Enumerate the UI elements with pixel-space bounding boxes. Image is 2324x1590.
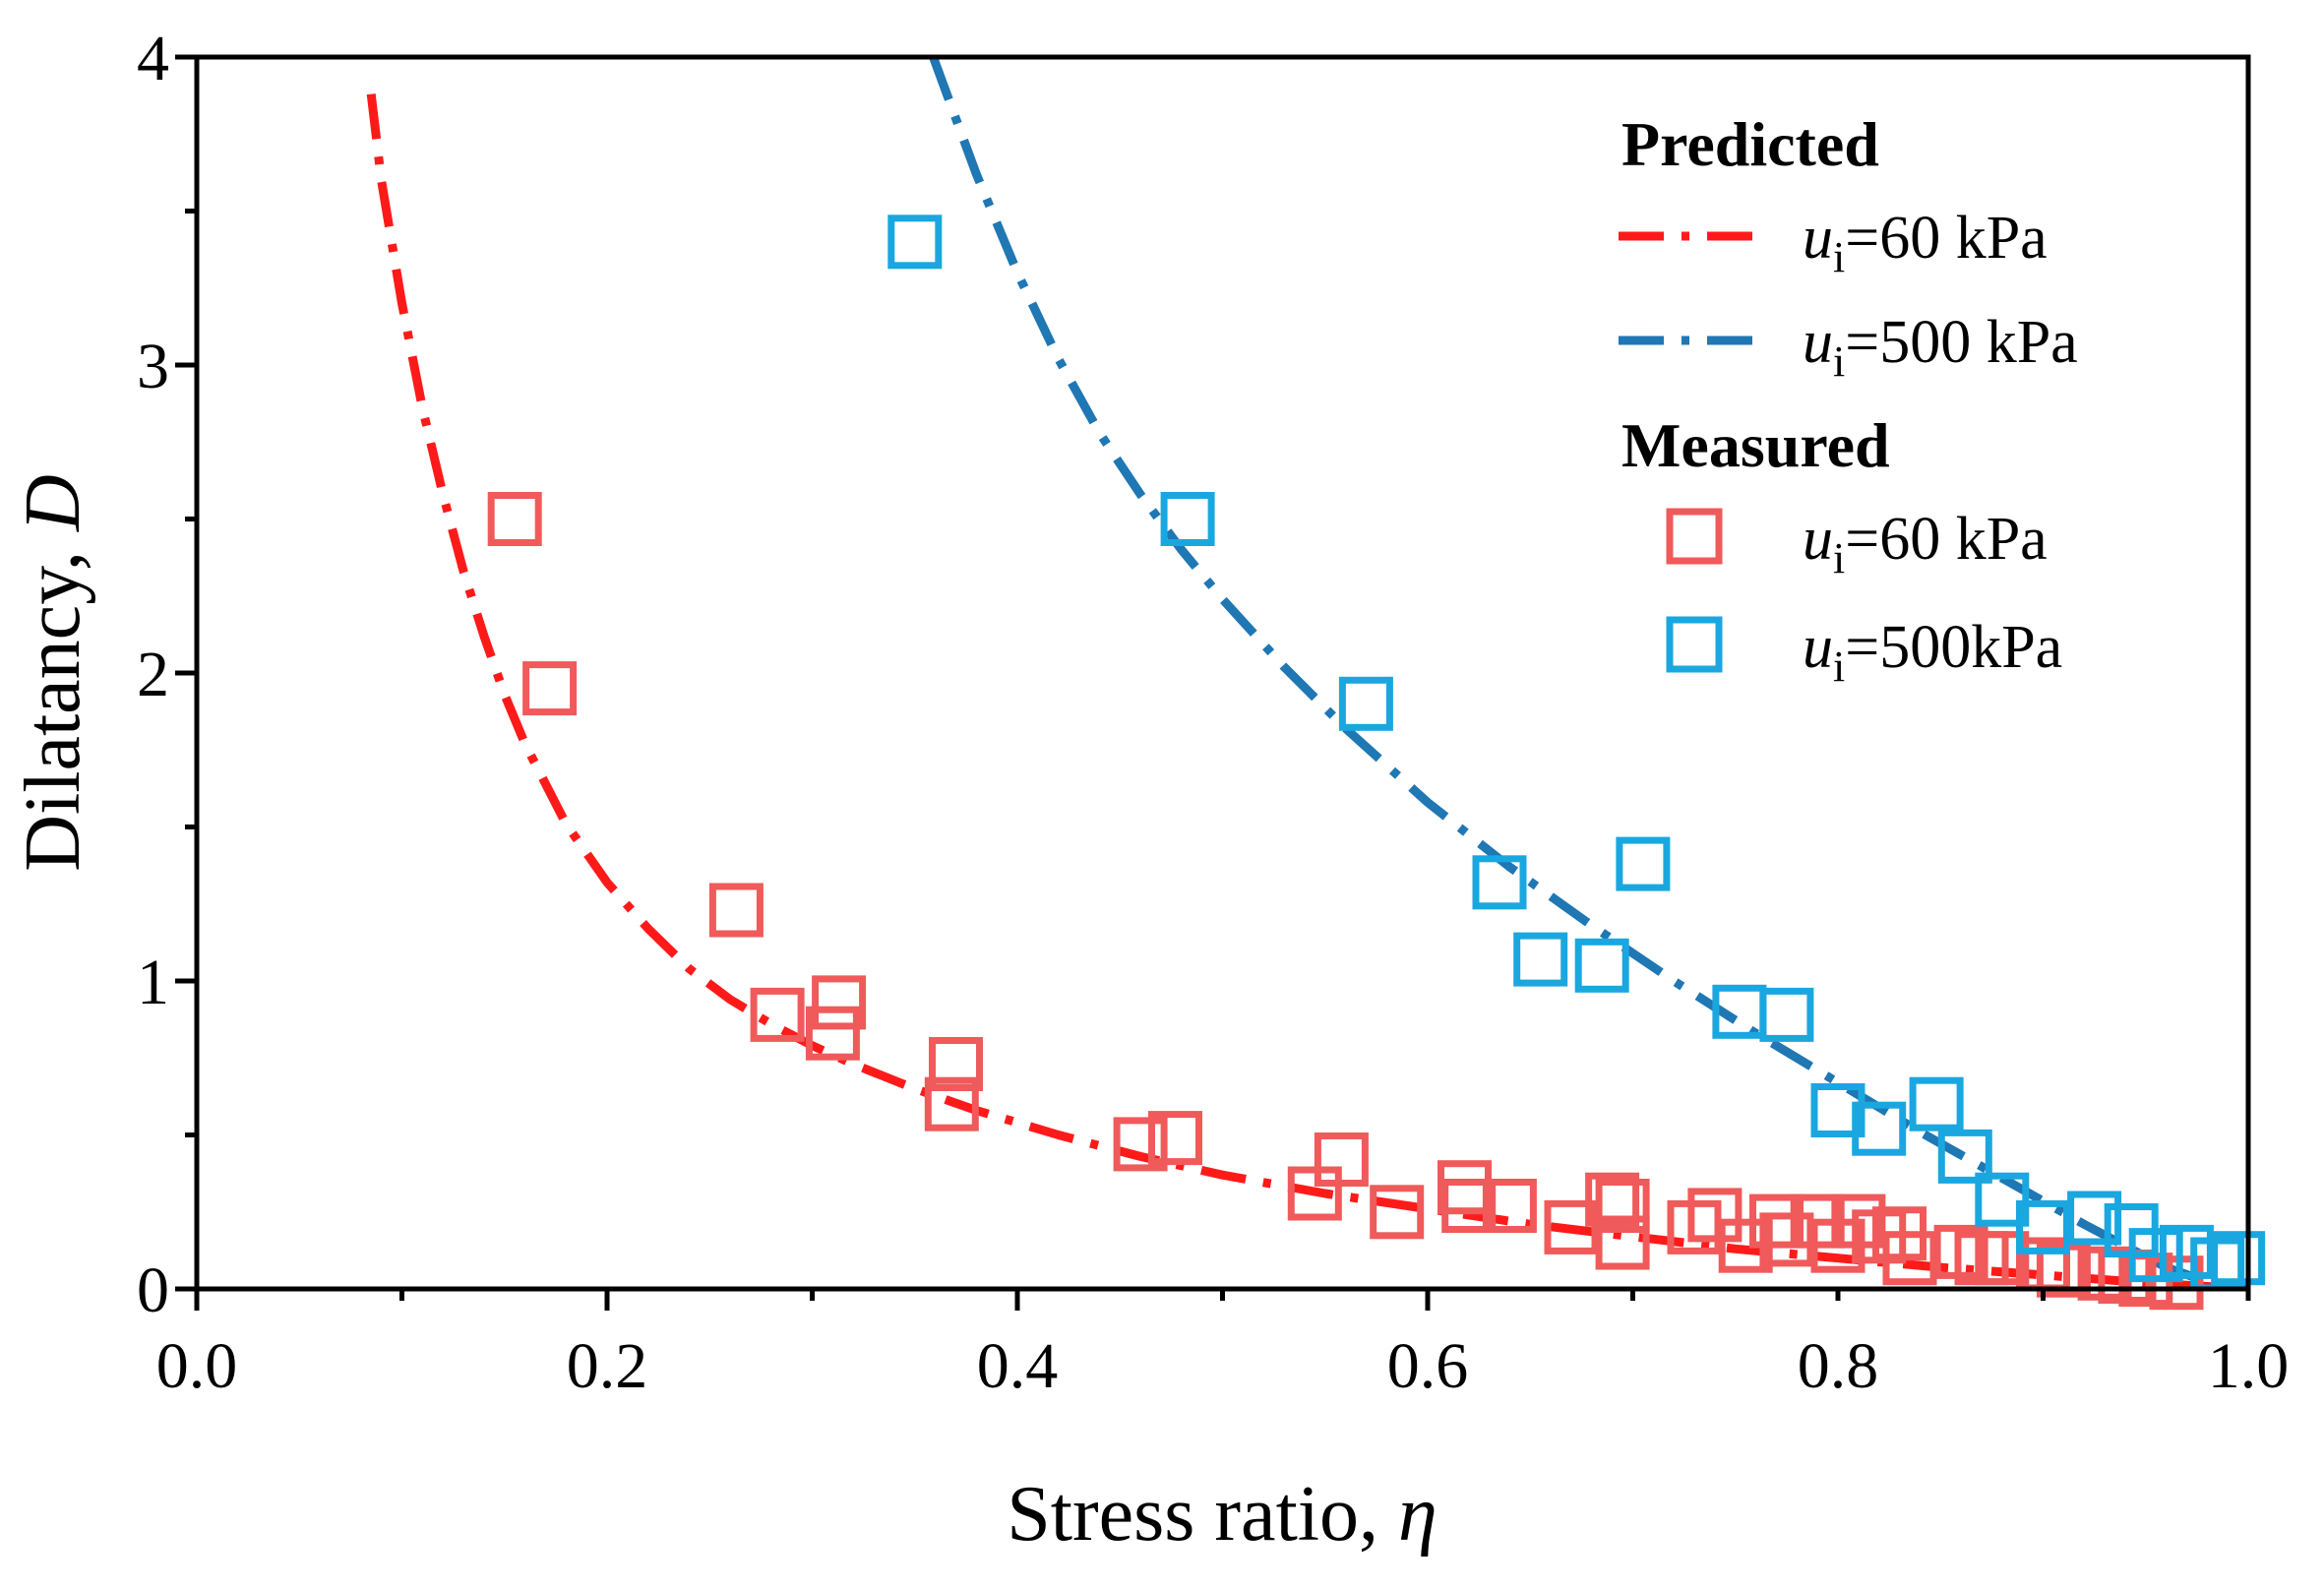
y-tick-label: 3 (137, 331, 169, 402)
measured-point-60kpa (1370, 1185, 1425, 1240)
measured-point-60kpa (805, 1006, 860, 1061)
measured-point-60kpa (1113, 1117, 1168, 1172)
legend-marker-meas60 (1666, 508, 1723, 565)
x-tick-label: 0.4 (977, 1330, 1059, 1402)
measured-point-60kpa (1759, 1212, 1814, 1267)
y-tick-labels: 0 1 2 3 4 (137, 23, 169, 1326)
x-tick-label: 0.0 (156, 1330, 238, 1402)
measured-point-500kpa (1513, 932, 1568, 987)
legend-title-measured: Measured (1621, 410, 1890, 480)
measured-point-60kpa (1148, 1111, 1202, 1166)
measured-point-60kpa (1595, 1215, 1650, 1270)
measured-point-500kpa (2128, 1228, 2183, 1283)
legend-title-predicted: Predicted (1621, 109, 1879, 179)
measured-point-500kpa (1759, 987, 1814, 1042)
measured-point-500kpa (1937, 1129, 1992, 1184)
measured-point-60kpa (1544, 1199, 1599, 1254)
measured-point-500kpa (2067, 1191, 2122, 1246)
measured-point-60kpa (1314, 1132, 1369, 1187)
measured-point-60kpa (929, 1037, 983, 1091)
axis-ticks (175, 54, 2251, 1311)
measured-point-60kpa (522, 661, 578, 716)
x-axis-title: Stress ratio, η (1007, 1471, 1437, 1558)
x-tick-label: 0.8 (1798, 1330, 1879, 1402)
measured-point-60kpa (1975, 1231, 2030, 1286)
measured-point-60kpa (750, 987, 805, 1042)
legend-label-pred60: ui=60 kPa (1803, 205, 2048, 281)
measured-point-60kpa (708, 883, 764, 938)
measured-point-500kpa (1574, 938, 1629, 993)
measured-point-500kpa (2159, 1224, 2214, 1279)
y-tick-label: 0 (137, 1254, 169, 1326)
measured-point-500kpa (1975, 1172, 2030, 1227)
predicted-lines (366, 57, 2248, 1289)
x-tick-labels: 0.0 0.2 0.4 0.6 0.8 1.0 (156, 1330, 2290, 1402)
measured-point-500kpa (2016, 1199, 2070, 1254)
y-tick-label: 2 (137, 639, 169, 710)
measured-point-60kpa (1441, 1179, 1497, 1233)
x-tick-label: 0.6 (1387, 1330, 1469, 1402)
measured-point-500kpa (1160, 492, 1215, 546)
measured-point-60kpa (924, 1076, 979, 1131)
y-tick-label: 1 (137, 947, 169, 1018)
measured-point-60kpa (1585, 1172, 1640, 1227)
measured-markers (487, 214, 2266, 1311)
predicted-line-500kpa (929, 57, 2248, 1289)
legend-label-pred500: ui=500 kPa (1803, 309, 2078, 386)
measured-point-500kpa (1852, 1101, 1907, 1156)
legend-label-meas500: ui=500kPa (1803, 614, 2062, 691)
legend-marker-meas500 (1666, 616, 1723, 673)
measured-point-500kpa (887, 214, 943, 270)
measured-point-500kpa (1472, 855, 1527, 910)
measured-point-500kpa (1616, 836, 1671, 891)
measured-point-60kpa (1749, 1193, 1804, 1249)
measured-point-60kpa (1687, 1188, 1743, 1243)
measured-point-60kpa (812, 975, 867, 1030)
measured-point-60kpa (1595, 1179, 1650, 1233)
y-axis-title: Dilatancy, D (10, 474, 96, 872)
measured-point-60kpa (487, 492, 542, 546)
measured-point-500kpa (1810, 1083, 1865, 1137)
legend: Predicted ui=60 kPa ui=500 kPa Measured … (1619, 109, 2078, 691)
measured-point-60kpa (1482, 1179, 1537, 1233)
measured-point-500kpa (1338, 676, 1393, 731)
y-tick-label: 4 (137, 23, 169, 94)
legend-label-meas60: ui=60 kPa (1803, 506, 2048, 582)
measured-point-500kpa (1909, 1076, 1964, 1131)
x-tick-label: 0.2 (567, 1330, 648, 1402)
x-tick-label: 1.0 (2208, 1330, 2290, 1402)
measured-point-60kpa (1882, 1231, 1937, 1286)
measured-point-500kpa (2211, 1231, 2266, 1286)
